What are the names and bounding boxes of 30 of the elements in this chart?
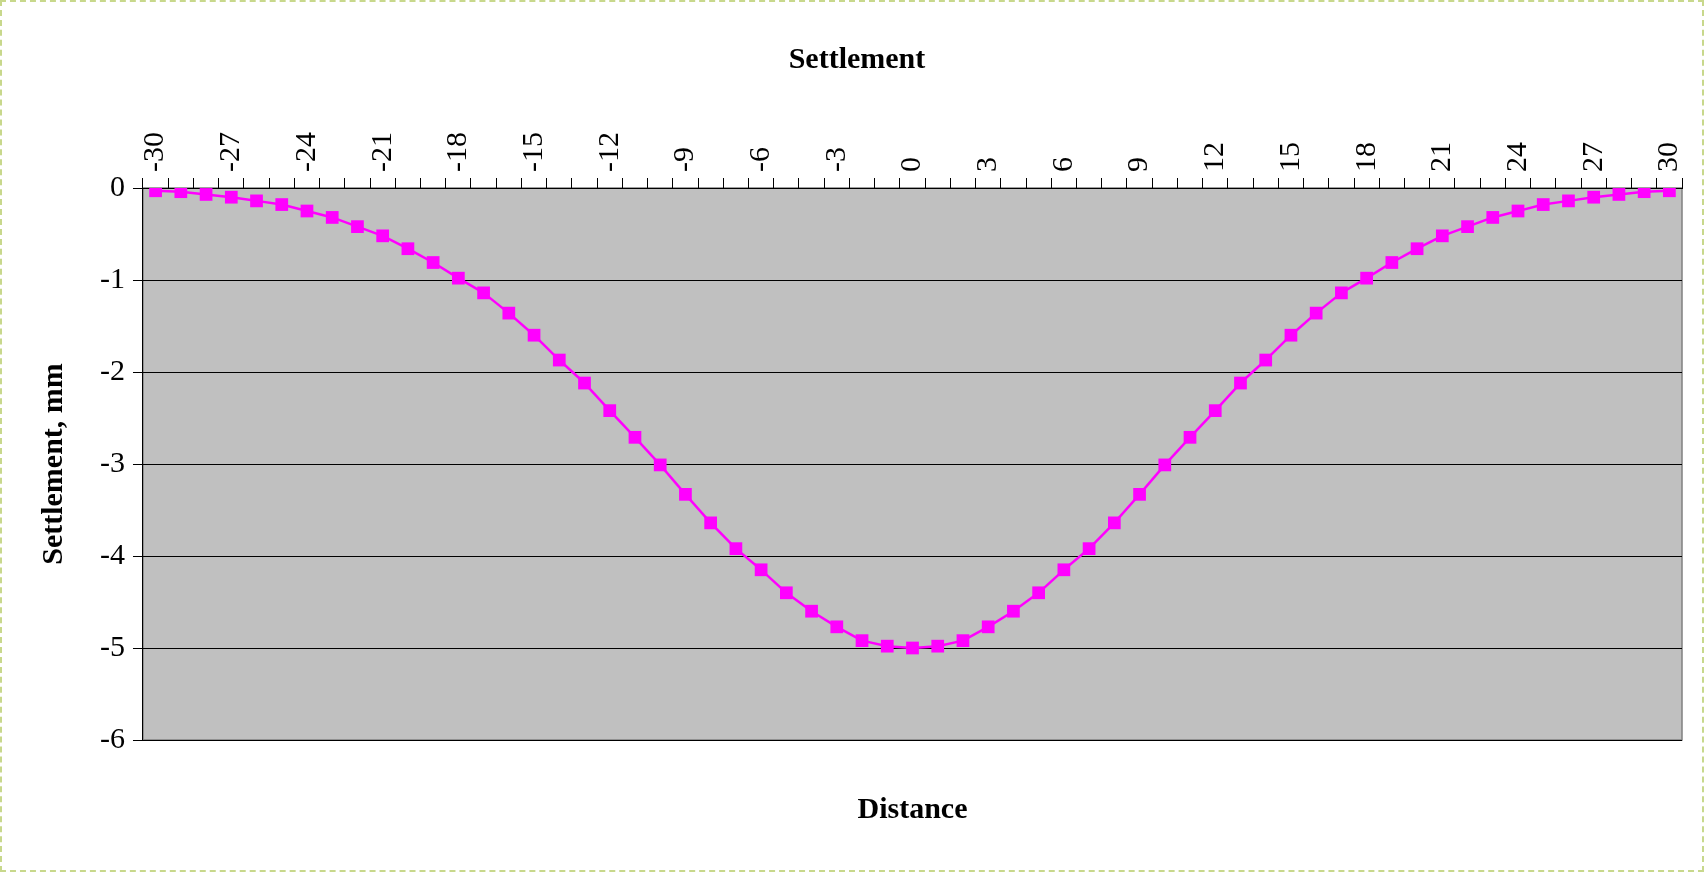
- x-tick-label: 3: [969, 157, 1003, 172]
- y-tick-label: -2: [99, 352, 125, 386]
- x-tick-label: 18: [1347, 142, 1381, 172]
- x-tick-label: 30: [1650, 142, 1684, 172]
- x-tick-label: 6: [1044, 157, 1078, 172]
- x-tick-label: -6: [741, 147, 775, 172]
- y-axis-title: Settlement, mm: [34, 363, 68, 565]
- x-tick-label: -15: [514, 132, 548, 172]
- x-tick-label: 12: [1196, 142, 1230, 172]
- x-axis-title: Distance: [857, 790, 968, 824]
- x-tick-label: -12: [590, 132, 624, 172]
- y-tick-label: -6: [99, 720, 125, 754]
- y-tick-label: -1: [99, 260, 125, 294]
- x-tick-label: 9: [1120, 157, 1154, 172]
- y-tick-label: -4: [99, 536, 125, 570]
- x-tick-label: -21: [363, 132, 397, 172]
- x-tick-label: -3: [817, 147, 851, 172]
- x-tick-label: 0: [893, 157, 927, 172]
- x-tick-label: 21: [1423, 142, 1457, 172]
- x-tick-label: -30: [136, 132, 170, 172]
- chart-title: Settlement: [788, 40, 926, 74]
- y-tick-label: -5: [99, 628, 125, 662]
- x-tick-label: -24: [287, 132, 321, 172]
- x-tick-label: -18: [439, 132, 473, 172]
- x-tick-label: -9: [666, 147, 700, 172]
- y-tick-label: -3: [99, 444, 125, 478]
- x-tick-label: 24: [1498, 142, 1532, 172]
- x-tick-label: 15: [1271, 142, 1305, 172]
- x-tick-label: 27: [1574, 142, 1608, 172]
- x-tick-label: -27: [212, 132, 246, 172]
